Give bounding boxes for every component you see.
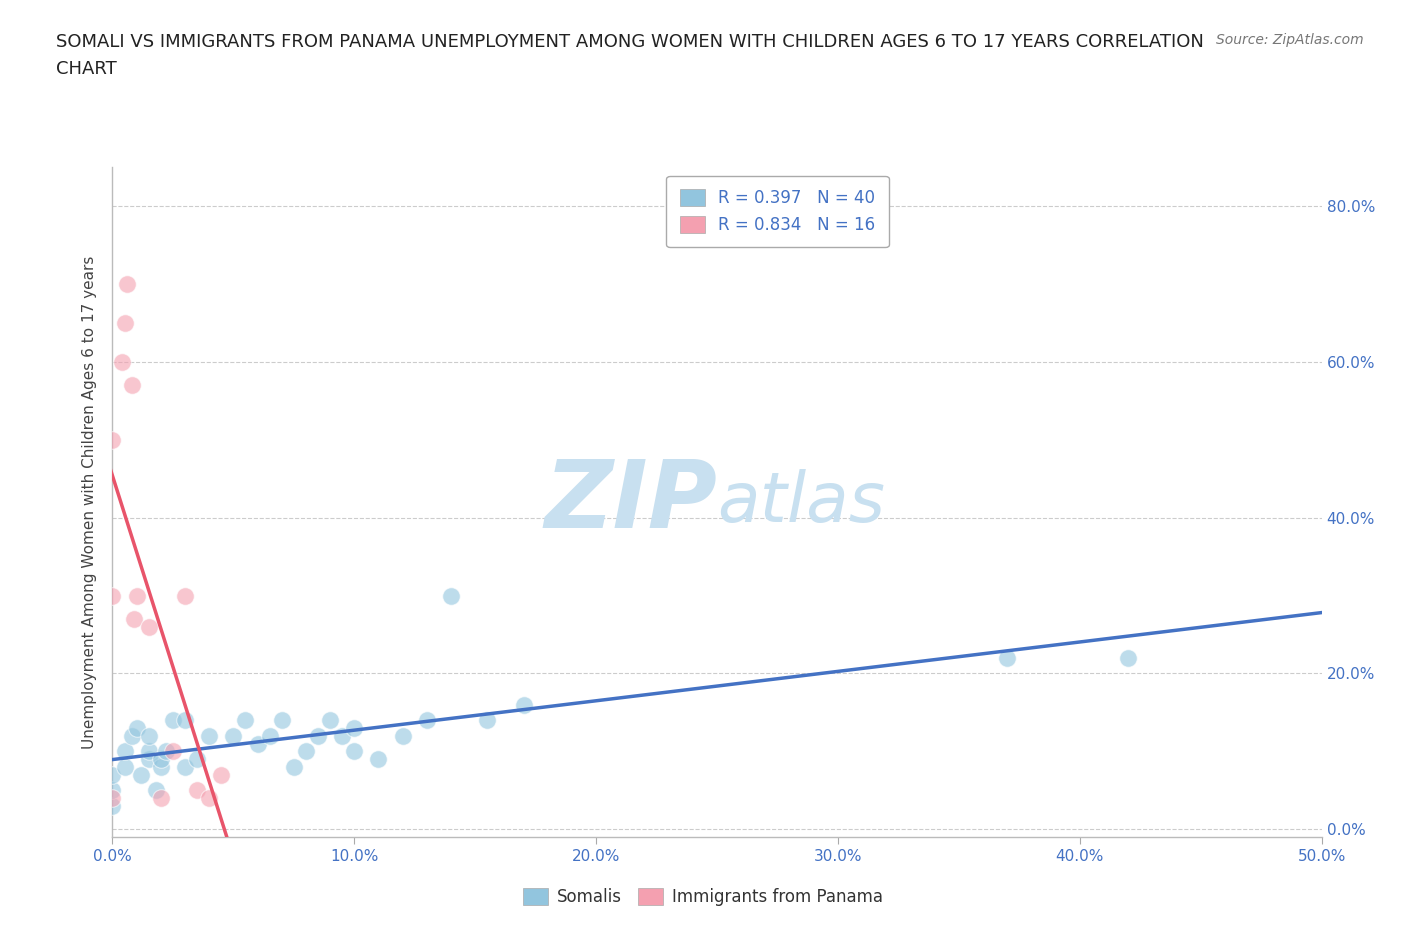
Point: [283, 760, 305, 775]
Point: [138, 744, 160, 759]
Point: [162, 744, 184, 759]
Point: [101, 767, 124, 782]
Point: [1116, 650, 1139, 665]
Point: [125, 721, 148, 736]
Point: [222, 728, 245, 743]
Point: [295, 744, 318, 759]
Point: [198, 790, 221, 805]
Point: [131, 767, 153, 782]
Point: [246, 737, 269, 751]
Point: [440, 588, 463, 603]
Point: [259, 728, 281, 743]
Point: [186, 751, 208, 766]
Point: [121, 728, 143, 743]
Point: [330, 728, 353, 743]
Point: [416, 712, 439, 727]
Point: [101, 799, 124, 814]
Point: [101, 790, 124, 805]
Point: [149, 751, 172, 766]
Point: [307, 728, 329, 743]
Point: [101, 783, 124, 798]
Text: CHART: CHART: [56, 60, 117, 78]
Point: [101, 432, 124, 447]
Point: [114, 744, 136, 759]
Point: [155, 744, 177, 759]
Point: [995, 650, 1018, 665]
Point: [162, 712, 184, 727]
Point: [343, 744, 366, 759]
Point: [391, 728, 413, 743]
Text: atlas: atlas: [717, 469, 884, 536]
Point: [115, 277, 138, 292]
Point: [111, 354, 134, 369]
Point: [186, 783, 208, 798]
Y-axis label: Unemployment Among Women with Children Ages 6 to 17 years: Unemployment Among Women with Children A…: [82, 256, 97, 749]
Point: [343, 721, 366, 736]
Point: [121, 378, 143, 392]
Point: [145, 783, 167, 798]
Legend: R = 0.397   N = 40, R = 0.834   N = 16: R = 0.397 N = 40, R = 0.834 N = 16: [666, 176, 889, 247]
Point: [149, 790, 172, 805]
Point: [114, 315, 136, 330]
Point: [235, 712, 257, 727]
Point: [174, 588, 197, 603]
Point: [174, 712, 197, 727]
Legend: Somalis, Immigrants from Panama: Somalis, Immigrants from Panama: [516, 881, 890, 912]
Point: [114, 760, 136, 775]
Point: [122, 612, 145, 627]
Text: SOMALI VS IMMIGRANTS FROM PANAMA UNEMPLOYMENT AMONG WOMEN WITH CHILDREN AGES 6 T: SOMALI VS IMMIGRANTS FROM PANAMA UNEMPLO…: [56, 33, 1204, 50]
Point: [512, 698, 534, 712]
Point: [477, 712, 499, 727]
Point: [319, 712, 342, 727]
Point: [270, 712, 292, 727]
Point: [138, 619, 160, 634]
Point: [367, 751, 389, 766]
Point: [138, 728, 160, 743]
Point: [138, 751, 160, 766]
Point: [174, 760, 197, 775]
Point: [101, 588, 124, 603]
Text: Source: ZipAtlas.com: Source: ZipAtlas.com: [1216, 33, 1364, 46]
Text: ZIP: ZIP: [544, 457, 717, 548]
Point: [198, 728, 221, 743]
Point: [125, 588, 148, 603]
Point: [209, 767, 232, 782]
Point: [149, 760, 172, 775]
